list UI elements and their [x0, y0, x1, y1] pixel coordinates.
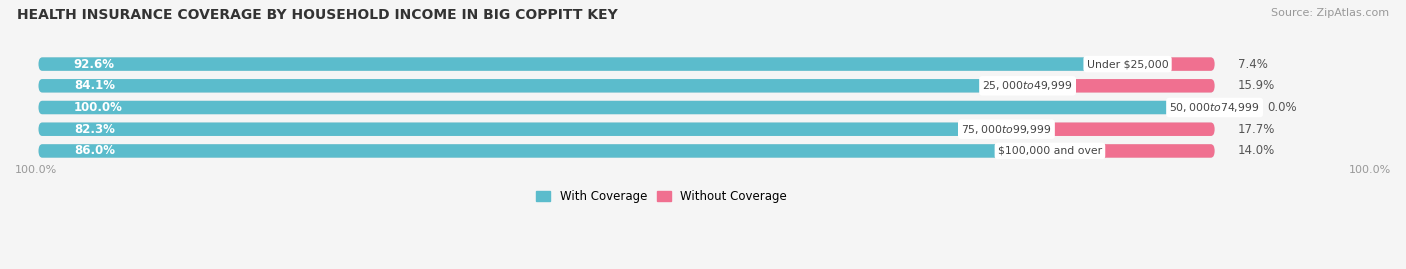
Text: 7.4%: 7.4%: [1239, 58, 1268, 70]
FancyBboxPatch shape: [1215, 101, 1244, 114]
Text: 82.3%: 82.3%: [73, 123, 115, 136]
FancyBboxPatch shape: [38, 144, 1050, 158]
FancyBboxPatch shape: [38, 144, 1215, 158]
FancyBboxPatch shape: [1007, 122, 1215, 136]
Text: 15.9%: 15.9%: [1239, 79, 1275, 92]
FancyBboxPatch shape: [38, 122, 1007, 136]
FancyBboxPatch shape: [38, 79, 1215, 93]
Text: Under $25,000: Under $25,000: [1087, 59, 1168, 69]
Text: $100,000 and over: $100,000 and over: [998, 146, 1102, 156]
Text: 100.0%: 100.0%: [1348, 165, 1391, 175]
Text: $75,000 to $99,999: $75,000 to $99,999: [962, 123, 1052, 136]
Text: 84.1%: 84.1%: [73, 79, 115, 92]
FancyBboxPatch shape: [38, 79, 1028, 93]
Text: $50,000 to $74,999: $50,000 to $74,999: [1170, 101, 1260, 114]
FancyBboxPatch shape: [38, 122, 1215, 136]
FancyBboxPatch shape: [38, 101, 1215, 114]
FancyBboxPatch shape: [1050, 144, 1215, 158]
Text: 17.7%: 17.7%: [1239, 123, 1275, 136]
Text: 14.0%: 14.0%: [1239, 144, 1275, 157]
FancyBboxPatch shape: [1028, 79, 1215, 93]
FancyBboxPatch shape: [38, 57, 1128, 71]
FancyBboxPatch shape: [1128, 57, 1215, 71]
Legend: With Coverage, Without Coverage: With Coverage, Without Coverage: [536, 190, 787, 203]
Text: Source: ZipAtlas.com: Source: ZipAtlas.com: [1271, 8, 1389, 18]
FancyBboxPatch shape: [38, 57, 1215, 71]
Text: 92.6%: 92.6%: [73, 58, 115, 70]
Text: 86.0%: 86.0%: [73, 144, 115, 157]
FancyBboxPatch shape: [38, 101, 1215, 114]
Text: $25,000 to $49,999: $25,000 to $49,999: [983, 79, 1073, 92]
Text: HEALTH INSURANCE COVERAGE BY HOUSEHOLD INCOME IN BIG COPPITT KEY: HEALTH INSURANCE COVERAGE BY HOUSEHOLD I…: [17, 8, 617, 22]
Text: 100.0%: 100.0%: [15, 165, 58, 175]
Text: 0.0%: 0.0%: [1268, 101, 1298, 114]
Text: 100.0%: 100.0%: [73, 101, 122, 114]
